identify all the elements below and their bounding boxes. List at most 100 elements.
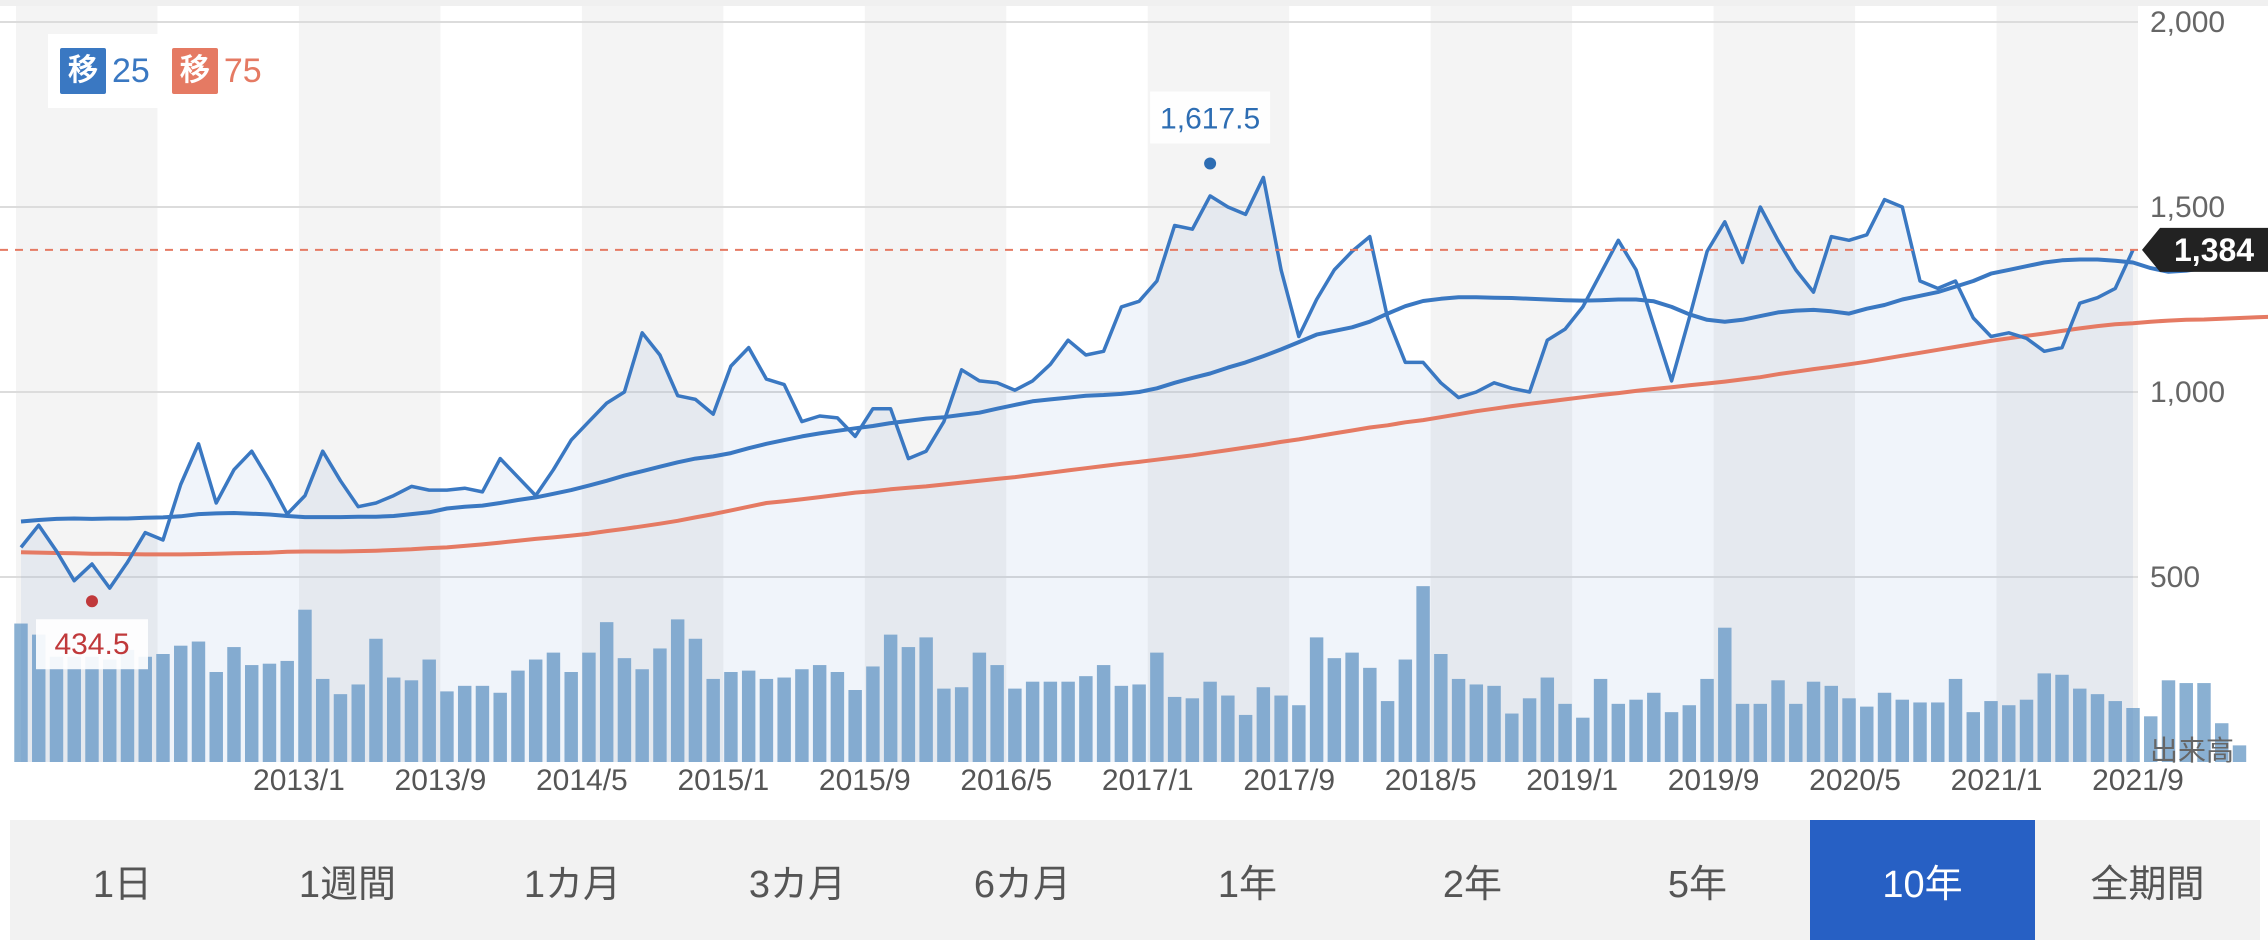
volume-bar bbox=[2037, 673, 2051, 762]
volume-bar bbox=[351, 684, 365, 762]
volume-bar bbox=[1771, 680, 1785, 762]
volume-bar bbox=[1309, 637, 1324, 762]
volume-bar bbox=[1150, 652, 1164, 762]
volume-bar bbox=[103, 659, 117, 762]
x-tick-label: 2016/5 bbox=[960, 764, 1052, 797]
tab-2-years[interactable]: 2年 bbox=[1442, 863, 1503, 906]
tab-3-months[interactable]: 3カ月 bbox=[748, 863, 847, 906]
volume-bar bbox=[1806, 681, 1821, 762]
tab-1-year[interactable]: 1年 bbox=[1217, 863, 1278, 906]
volume-bar bbox=[582, 652, 596, 762]
tab-all-time[interactable]: 全期間 bbox=[2090, 863, 2205, 906]
x-tick-label: 2019/9 bbox=[1668, 764, 1760, 797]
volume-bar bbox=[511, 670, 525, 762]
volume-bar bbox=[67, 656, 81, 762]
tab-1-month[interactable]: 1カ月 bbox=[523, 863, 622, 906]
volume-bar bbox=[1505, 713, 1519, 762]
price-line bbox=[19, 175, 2135, 590]
volume-bar bbox=[990, 665, 1004, 762]
volume-bar bbox=[812, 665, 827, 762]
volume-bar bbox=[333, 694, 348, 762]
current-price-tag bbox=[2142, 227, 2268, 272]
volume-bar bbox=[1913, 702, 1927, 762]
volume-bar bbox=[1079, 676, 1093, 762]
volume-bar bbox=[422, 659, 436, 762]
x-tick-label: 2015/9 bbox=[819, 764, 911, 797]
time-band bbox=[1996, 0, 2138, 762]
volume-bar bbox=[1416, 586, 1430, 762]
y-tick-label: 500 bbox=[2150, 561, 2200, 594]
low-label-bg bbox=[35, 619, 148, 670]
volume-bar bbox=[262, 663, 277, 762]
volume-bar bbox=[688, 638, 703, 762]
x-tick-label: 2017/9 bbox=[1243, 764, 1335, 797]
high-marker bbox=[1204, 157, 1217, 170]
ma25-value: 25 bbox=[112, 51, 150, 90]
volume-bar bbox=[386, 677, 401, 762]
tab-1-day[interactable]: 1日 bbox=[92, 863, 153, 906]
x-tick-label: 2018/5 bbox=[1385, 764, 1477, 797]
volume-bar bbox=[919, 637, 933, 762]
volume-bar bbox=[174, 645, 188, 762]
volume-bar bbox=[1469, 684, 1484, 762]
volume-bar bbox=[1718, 627, 1732, 762]
tab-5-years[interactable]: 5年 bbox=[1667, 863, 1728, 906]
volume-bar bbox=[209, 672, 223, 762]
volume-bar bbox=[1363, 667, 1377, 762]
volume-bar bbox=[1487, 685, 1501, 762]
x-tick-label: 2021/9 bbox=[2092, 764, 2184, 797]
volume-bar bbox=[1984, 701, 1998, 762]
stock-chart-svg: 2,000 1,500 1,000 500 1,384 1,617.5 434.5 2013/… bbox=[0, 0, 2268, 797]
volume-bar bbox=[670, 619, 685, 762]
volume-bar bbox=[901, 647, 916, 762]
volume-bar bbox=[848, 690, 862, 762]
volume-bar bbox=[1931, 702, 1945, 762]
volume-bar bbox=[493, 692, 507, 762]
high-label: 1,617.5 bbox=[1160, 103, 1260, 136]
volume-bar bbox=[1877, 692, 1892, 762]
volume-bar bbox=[1256, 687, 1271, 762]
top-strip bbox=[0, 0, 2268, 6]
volume-bar bbox=[49, 656, 64, 762]
volume-bar bbox=[1008, 688, 1022, 762]
volume-bar bbox=[741, 670, 756, 762]
volume-bar bbox=[245, 665, 259, 762]
volume-bar bbox=[1789, 703, 1803, 762]
volume-bar bbox=[298, 609, 312, 762]
time-band bbox=[1430, 0, 1573, 762]
volume-bar bbox=[1611, 703, 1626, 762]
volume-bar bbox=[937, 688, 951, 762]
volume-bar bbox=[546, 652, 561, 762]
volume-bar bbox=[85, 656, 99, 762]
volume-bar bbox=[1735, 703, 1750, 762]
volume-bar bbox=[759, 678, 774, 762]
volume-bar bbox=[2126, 708, 2140, 762]
x-tick-label: 2021/1 bbox=[1951, 764, 2043, 797]
volume-bar bbox=[564, 672, 578, 762]
volume-bar bbox=[653, 648, 667, 762]
volume-bar bbox=[1558, 703, 1572, 762]
volume-bar bbox=[2161, 680, 2176, 762]
volume-bar bbox=[120, 649, 135, 762]
volume-bar bbox=[1540, 677, 1555, 762]
legend-ma75: 移 75 bbox=[171, 48, 274, 94]
tab-10-years[interactable]: 10年 bbox=[1810, 820, 2035, 940]
volume-bar bbox=[599, 622, 614, 762]
x-tick-label: 2020/5 bbox=[1809, 764, 1901, 797]
volume-bar bbox=[1185, 698, 1200, 762]
volume-bar bbox=[369, 638, 383, 762]
volume-bar bbox=[1593, 678, 1608, 762]
volume-bar bbox=[528, 659, 543, 762]
volume-bar bbox=[1451, 678, 1466, 762]
volume-bar bbox=[2055, 674, 2069, 762]
volume-bar bbox=[1238, 714, 1253, 762]
volume-bar bbox=[156, 654, 170, 762]
volume-bar bbox=[280, 660, 294, 762]
ma25-line bbox=[20, 257, 2223, 524]
tab-6-months[interactable]: 6カ月 bbox=[973, 863, 1072, 906]
low-marker bbox=[85, 595, 98, 608]
volume-axis-label: 出来高 bbox=[2150, 735, 2234, 766]
tab-1-week[interactable]: 1週間 bbox=[298, 863, 397, 906]
legend-ma25: 移 25 bbox=[60, 48, 162, 94]
volume-bar bbox=[724, 672, 738, 762]
